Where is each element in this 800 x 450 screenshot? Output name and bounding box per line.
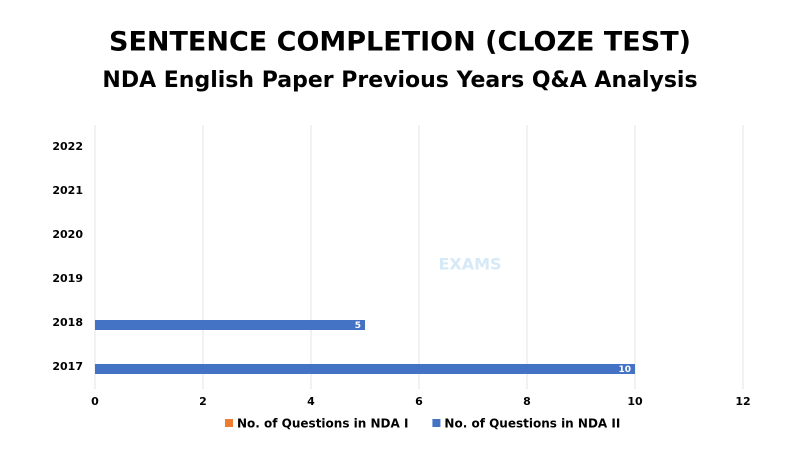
- legend-swatch: [225, 419, 233, 427]
- data-label: 10: [618, 365, 631, 375]
- data-label: 5: [355, 321, 361, 331]
- x-tick-label: 6: [415, 395, 423, 408]
- x-tick-label: 2: [199, 395, 207, 408]
- x-tick-label: 4: [307, 395, 315, 408]
- y-tick-label: 2021: [52, 184, 83, 197]
- y-tick-label: 2019: [52, 272, 83, 285]
- y-tick-label: 2018: [52, 316, 83, 329]
- chart-subtitle: NDA English Paper Previous Years Q&A Ana…: [102, 68, 697, 93]
- y-tick-label: 2020: [52, 228, 83, 241]
- legend-swatch: [432, 419, 441, 427]
- chart-title: SENTENCE COMPLETION (CLOZE TEST): [109, 27, 691, 58]
- x-tick-label: 8: [523, 395, 531, 408]
- legend-label: No. of Questions in NDA I: [237, 417, 408, 431]
- x-tick-label: 10: [627, 395, 643, 408]
- y-tick-label: 2017: [52, 360, 83, 373]
- watermark: EXAMS: [438, 255, 501, 274]
- x-tick-label: 0: [91, 395, 99, 408]
- y-tick-label: 2022: [52, 140, 83, 153]
- x-tick-label: 12: [735, 395, 750, 408]
- bar: [95, 320, 365, 330]
- bar: [95, 364, 635, 374]
- legend-label: No. of Questions in NDA II: [444, 417, 620, 431]
